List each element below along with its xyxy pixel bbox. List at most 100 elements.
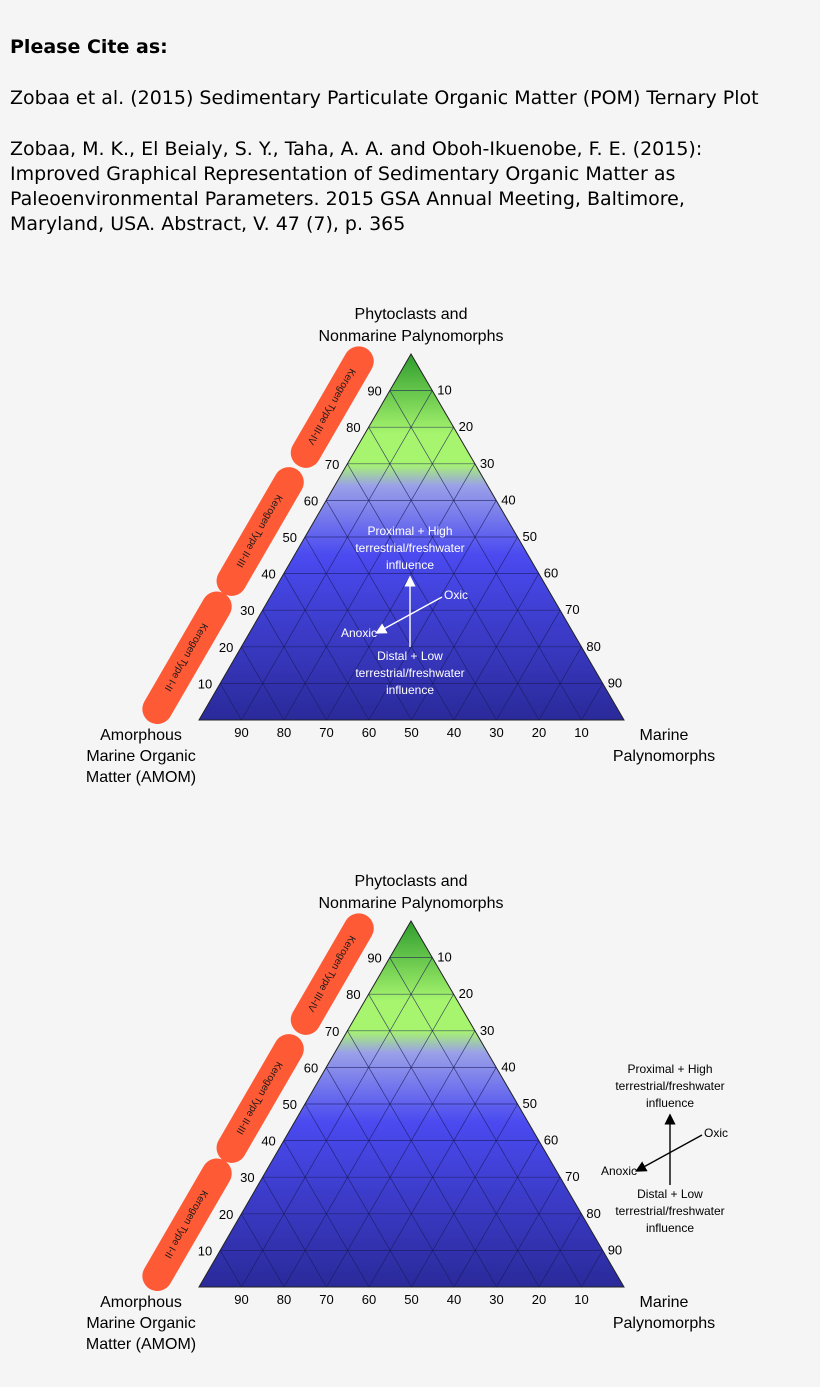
left-tick-label: 50 [283,530,297,545]
annotation-anoxic: Anoxic [341,626,377,640]
left-tick-label: 10 [198,676,212,691]
grid-line [241,957,433,1288]
right-tick-label: 80 [586,1206,600,1221]
right-tick-label: 20 [459,986,473,1001]
right-tick-label: 60 [544,566,558,581]
grid-line [368,427,540,721]
citation-line: Paleoenvironmental Parameters. 2015 GSA … [10,188,685,210]
right-tick-label: 80 [586,639,600,654]
left-tick-label: 80 [346,420,360,435]
bottom-tick-label: 20 [532,1292,546,1307]
kerogen-pill [142,591,232,725]
grid-line [262,610,327,721]
bottom-tick-label: 30 [489,725,503,740]
kerogen-pill [142,1158,232,1292]
right-tick-label: 30 [480,456,494,471]
kerogen-pill [216,467,304,596]
left-tick-label: 50 [283,1097,297,1112]
grid-line [241,390,433,721]
right-tick-label: 90 [608,1242,622,1257]
citation-heading: Please Cite as: [10,36,168,58]
citation-short-reference: Zobaa et al. (2015) Sedimentary Particul… [10,87,759,109]
citation-line: Improved Graphical Representation of Sed… [10,163,676,185]
annotation-proximal: Proximal + High terrestrial/freshwater inf… [355,524,464,572]
ternary-plot-upper: 90 80 70 60 50 40 30 20 10 10 20 30 40 50 60 70 80 90 90 80… [86,306,715,786]
bottom-tick-label: 50 [404,725,418,740]
right-tick-label: 50 [523,529,537,544]
bottom-tick-label: 60 [362,1292,376,1307]
right-tick-label: 30 [480,1023,494,1038]
grid-line [326,1030,476,1288]
annotation-anoxic: Anoxic [601,1164,637,1178]
grid-line [219,683,242,721]
annotation-oxic: Oxic [704,1126,728,1140]
bottom-tick-label: 20 [532,725,546,740]
right-tick-label: 10 [437,383,451,398]
left-tick-label: 20 [219,640,233,655]
grid-line [411,536,518,721]
right-tick-label: 70 [565,602,579,617]
kerogen-pill [216,1034,304,1163]
kerogen-pill [290,346,374,468]
grid-line [326,463,476,721]
bottom-tick-label: 90 [234,725,248,740]
ternary-plot-lower: 90 80 70 60 50 40 30 20 10 10 20 30 40 50 60 70 80 90 90 80… [86,873,728,1353]
bottom-tick-label: 80 [277,725,291,740]
left-tick-label: 20 [219,1207,233,1222]
grid-line [389,957,582,1288]
apex-label-left: Amorphous Marine Organic Matter (AMOM) [86,727,196,786]
bottom-tick-label: 40 [447,1292,461,1307]
left-tick-label: 40 [261,567,275,582]
grid-line [304,536,412,721]
left-tick-label: 70 [325,1024,339,1039]
grid-line [389,390,582,721]
kerogen-pill [290,913,374,1035]
bottom-tick-label: 70 [319,725,333,740]
annotation-oxic: Oxic [444,588,468,602]
right-tick-label: 50 [523,1096,537,1111]
citation-line: Maryland, USA. Abstract, V. 47 (7), p. 3… [10,213,406,235]
triangle-grid [219,390,604,721]
bottom-tick-label: 80 [277,1292,291,1307]
apex-label-right: Marine Palynomorphs [613,1294,715,1332]
triangle-grid [219,957,604,1288]
grid-line [304,1103,412,1288]
grid-line [411,1103,518,1288]
apex-label-right: Marine Palynomorphs [613,727,715,765]
right-tick-label: 40 [501,1059,515,1074]
right-tick-label: 20 [459,419,473,434]
left-tick-label: 80 [346,987,360,1002]
apex-label-top: Phytoclasts and Nonmarine Palynomorphs [319,873,504,912]
left-tick-label: 30 [240,1170,254,1185]
annotation-distal: Distal + Low terrestrial/freshwater influe… [355,649,464,697]
left-tick-label: 40 [261,1134,275,1149]
right-tick-label: 70 [565,1169,579,1184]
apex-label-top: Phytoclasts and Nonmarine Palynomorphs [319,306,504,345]
left-tick-label: 60 [304,493,318,508]
annotation-proximal: Proximal + High terrestrial/freshwater inf… [615,1062,724,1110]
grid-line [347,1030,497,1288]
right-tick-label: 10 [437,950,451,965]
left-tick-label: 90 [367,951,381,966]
grid-line [496,610,561,721]
grid-line [219,1250,242,1288]
grid-line [283,427,454,721]
oxic-anoxic-arrow [635,1134,703,1172]
annotation-distal: Distal + Low terrestrial/freshwater influe… [615,1187,724,1235]
grid-line [283,994,454,1288]
left-tick-label: 60 [304,1060,318,1075]
citation-line: Zobaa, M. K., El Beialy, S. Y., Taha, A.… [10,138,703,160]
bottom-tick-label: 10 [574,725,588,740]
grid-line [347,463,497,721]
grid-line [368,994,540,1288]
bottom-tick-label: 50 [404,1292,418,1307]
right-tick-label: 40 [501,492,515,507]
left-tick-label: 30 [240,603,254,618]
left-tick-label: 90 [367,384,381,399]
citation-full-reference: Zobaa, M. K., El Beialy, S. Y., Taha, A.… [10,137,810,237]
bottom-tick-label: 70 [319,1292,333,1307]
left-tick-label: 10 [198,1243,212,1258]
bottom-tick-label: 30 [489,1292,503,1307]
grid-line [496,1177,561,1288]
apex-label-left: Amorphous Marine Organic Matter (AMOM) [86,1294,196,1353]
